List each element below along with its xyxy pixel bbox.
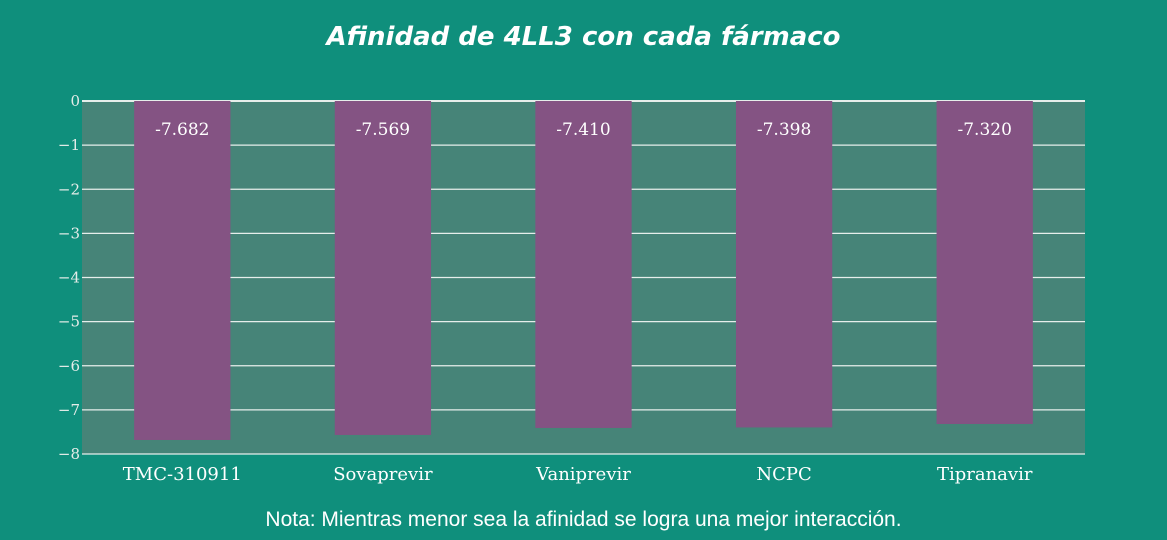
- x-axis-categories: TMC-310911 Sovaprevir Vaniprevir NCPC Tipran…: [123, 464, 1033, 485]
- footnote: Nota: Mientras menor sea la afinidad se …: [265, 508, 902, 531]
- bar-data-label: -7.682: [155, 120, 209, 140]
- x-category-label: Sovaprevir: [333, 464, 433, 485]
- y-tick-label: −1: [58, 136, 80, 154]
- y-tick-label: −7: [58, 401, 80, 419]
- bar: [535, 101, 632, 428]
- y-tick-label: 0: [70, 92, 80, 110]
- bar-data-label: -7.410: [556, 120, 610, 140]
- y-tick-label: −2: [58, 180, 80, 198]
- bar: [936, 101, 1033, 424]
- bar: [735, 101, 833, 428]
- bar-data-label: -7.320: [957, 120, 1011, 140]
- y-tick-label: −4: [58, 269, 80, 287]
- y-tick-label: −5: [58, 313, 80, 331]
- y-tick-label: −3: [58, 224, 80, 242]
- x-category-label: TMC-310911: [123, 464, 242, 485]
- bar-chart: 0 −1 −2 −3 −4 −5 −6 −7 −8 -7.682 -7.569 -7.410 -7.3…: [58, 92, 1085, 485]
- x-category-label: NCPC: [756, 464, 811, 485]
- y-tick-label: −8: [58, 445, 80, 463]
- x-category-label: Vaniprevir: [535, 464, 631, 485]
- bar: [334, 101, 432, 435]
- x-category-label: Tipranavir: [937, 464, 1033, 485]
- chart-title: Afinidad de 4LL3 con cada fármaco: [326, 22, 841, 52]
- y-tick-label: −6: [58, 357, 80, 375]
- data-labels: -7.682 -7.569 -7.410 -7.398 -7.320: [155, 120, 1012, 140]
- bars: [134, 101, 1033, 440]
- bar: [134, 101, 231, 440]
- bar-data-label: -7.398: [757, 120, 811, 140]
- y-axis-ticks: 0 −1 −2 −3 −4 −5 −6 −7 −8: [58, 92, 80, 463]
- bar-data-label: -7.569: [356, 120, 410, 140]
